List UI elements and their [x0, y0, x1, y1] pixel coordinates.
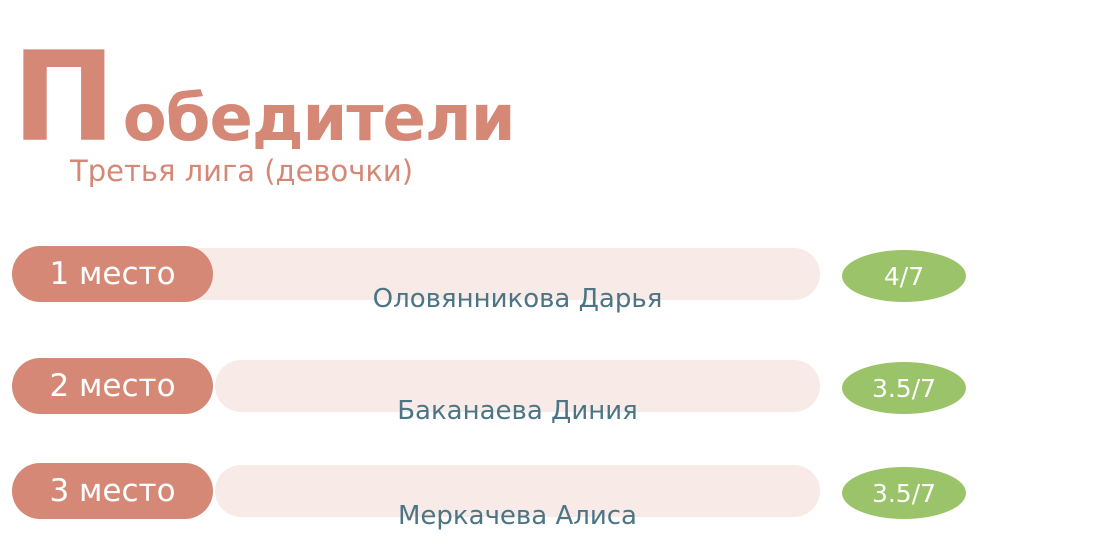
- page-subtitle: Третья лига (девочки): [70, 154, 414, 188]
- place-badge: 3 место: [12, 463, 213, 519]
- score-badge: 4/7: [842, 250, 966, 302]
- winner-row-3: 3 место Меркачева Алиса 3.5/7: [0, 463, 1118, 531]
- name-bar: [215, 360, 820, 412]
- page-title: Победители: [12, 26, 516, 170]
- winner-name: Оловянникова Дарья: [372, 284, 663, 314]
- winner-name: Баканаева Диния: [397, 396, 638, 426]
- winner-row-1: 1 место Оловянникова Дарья 4/7: [0, 246, 1118, 314]
- winner-row-2: 2 место Баканаева Диния 3.5/7: [0, 358, 1118, 426]
- score-badge: 3.5/7: [842, 362, 966, 414]
- winner-name: Меркачева Алиса: [398, 501, 637, 531]
- place-badge: 2 место: [12, 358, 213, 414]
- score-badge: 3.5/7: [842, 467, 966, 519]
- name-bar: [215, 465, 820, 517]
- place-badge: 1 место: [12, 246, 213, 302]
